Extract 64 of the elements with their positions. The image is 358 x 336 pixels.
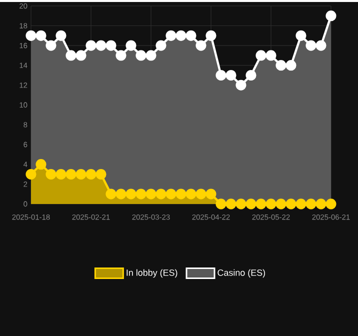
point: [76, 50, 86, 61]
point: [256, 198, 266, 210]
point: [46, 168, 56, 180]
point: [246, 198, 256, 210]
point: [26, 168, 36, 180]
point: [166, 188, 176, 200]
point: [236, 80, 246, 90]
point: [216, 198, 226, 210]
point: [36, 159, 46, 170]
point: [266, 198, 276, 210]
point: [246, 70, 256, 81]
point: [66, 168, 76, 180]
point: [186, 30, 196, 41]
point: [36, 30, 46, 41]
point: [126, 188, 136, 200]
point: [106, 188, 116, 200]
point: [196, 40, 206, 51]
point: [316, 40, 326, 51]
point: [146, 188, 156, 200]
point: [56, 168, 66, 180]
point: [306, 40, 316, 51]
legend-label: In lobby (ES): [126, 269, 178, 278]
point: [286, 198, 296, 210]
point: [156, 188, 166, 200]
point: [136, 188, 146, 200]
point: [286, 60, 296, 71]
legend-label: Casino (ES): [218, 269, 266, 278]
point: [306, 198, 316, 210]
point: [26, 30, 36, 41]
point: [196, 188, 206, 200]
point: [296, 30, 306, 41]
point: [106, 40, 116, 51]
point: [166, 30, 176, 41]
point: [256, 50, 266, 61]
point: [226, 70, 236, 81]
point: [206, 30, 216, 41]
point: [66, 50, 76, 61]
point: [226, 198, 236, 210]
point: [206, 188, 216, 200]
point: [266, 50, 276, 61]
point: [276, 60, 286, 71]
point: [326, 198, 336, 210]
point: [136, 50, 146, 61]
point: [76, 168, 86, 180]
point: [96, 168, 106, 180]
point: [216, 70, 226, 81]
point: [156, 40, 166, 51]
point: [146, 50, 156, 61]
point: [186, 188, 196, 200]
point: [96, 40, 106, 51]
point: [116, 50, 126, 61]
point: [316, 198, 326, 210]
point: [326, 10, 336, 22]
point: [86, 40, 96, 51]
point: [296, 198, 306, 210]
point: [276, 198, 286, 210]
point: [126, 40, 136, 51]
point: [176, 30, 186, 41]
point: [86, 168, 96, 180]
point: [236, 198, 246, 210]
point: [56, 30, 66, 41]
point: [176, 188, 186, 200]
point: [46, 40, 56, 51]
point: [116, 188, 126, 200]
